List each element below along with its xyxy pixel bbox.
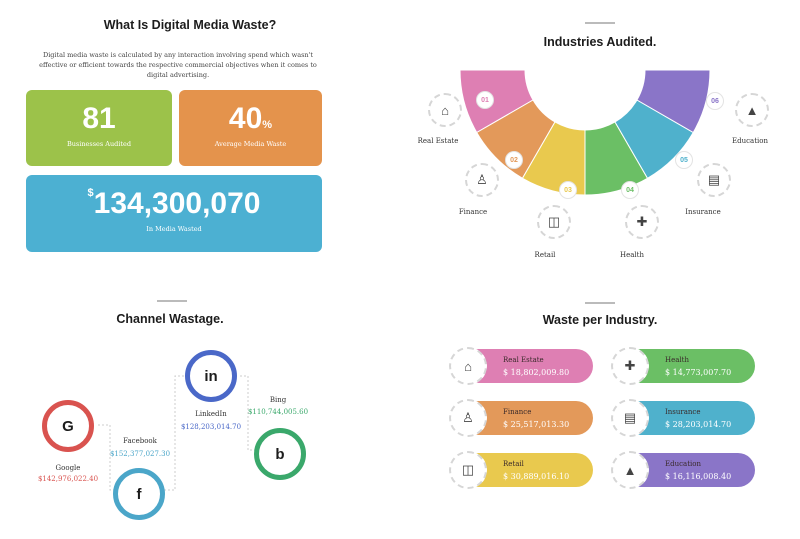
graduation-cap-icon: ▲ bbox=[735, 93, 769, 127]
industry-label-finance: Finance bbox=[458, 208, 488, 216]
industry-number-health: 04 bbox=[621, 181, 639, 199]
house-icon: ⌂ bbox=[428, 93, 462, 127]
businesses-audited-card: 81 Businesses Audited bbox=[26, 90, 172, 166]
industry-label-insurance: Insurance bbox=[685, 208, 721, 216]
industry-number-finance: 02 bbox=[505, 151, 523, 169]
waste-value-education: $ 16,116,008.40 bbox=[665, 472, 732, 481]
waste-name-health: Health bbox=[665, 356, 689, 364]
waste-per-industry-title: Waste per Industry. bbox=[542, 313, 658, 327]
linkedin-value: $128,203,014.70 bbox=[180, 423, 242, 431]
channel-wastage-title: Channel Wastage. bbox=[116, 312, 224, 326]
average-waste-value: 40 bbox=[228, 102, 263, 135]
industry-number-retail: 03 bbox=[559, 181, 577, 199]
average-waste-card: 40% Average Media Waste bbox=[179, 90, 322, 166]
industry-label-health: Health bbox=[620, 251, 644, 259]
google-label: Google bbox=[55, 464, 81, 472]
bing-value: $110,744,005.60 bbox=[247, 408, 309, 416]
waste-value-insurance: $ 28,203,014.70 bbox=[665, 420, 732, 429]
digital-waste-title: What Is Digital Media Waste? bbox=[103, 18, 277, 32]
industry-label-education: Education bbox=[732, 137, 768, 145]
digital-waste-description: Digital media waste is calculated by any… bbox=[39, 51, 317, 79]
facebook-circle: f bbox=[113, 468, 165, 520]
industry-number-insurance: 05 bbox=[675, 151, 693, 169]
insurance-icon: ▤ bbox=[611, 399, 649, 437]
total-waste-card: $134,300,070 In Media Wasted bbox=[26, 175, 322, 252]
linkedin-label: LinkedIn bbox=[195, 410, 227, 418]
facebook-value: $152,377,027.30 bbox=[109, 450, 171, 458]
industries-title: Industries Audited. bbox=[543, 35, 657, 49]
industries-divider bbox=[585, 22, 615, 24]
arc-segment-education bbox=[636, 69, 711, 134]
waste-value-retail: $ 30,889,016.10 bbox=[503, 472, 570, 481]
industry-label-retail: Retail bbox=[534, 251, 556, 259]
channel-divider bbox=[157, 300, 187, 302]
waste-name-education: Education bbox=[665, 460, 701, 468]
waste-name-insurance: Insurance bbox=[665, 408, 701, 416]
health-icon: ✚ bbox=[611, 347, 649, 385]
waste-name-real-estate: Real Estate bbox=[503, 356, 544, 364]
finance-icon: ♙ bbox=[465, 163, 499, 197]
total-waste-label: In Media Wasted bbox=[146, 225, 202, 233]
waste-value-finance: $ 25,517,013.30 bbox=[503, 420, 570, 429]
average-waste-label: Average Media Waste bbox=[214, 140, 287, 148]
bing-label: Bing bbox=[269, 396, 287, 404]
waste-value-real-estate: $ 18,802,009.80 bbox=[503, 368, 570, 377]
shopping-bag-icon: ◫ bbox=[537, 205, 571, 239]
businesses-audited-value: 81 bbox=[82, 102, 116, 135]
industry-number-education: 06 bbox=[706, 92, 724, 110]
total-waste-currency: $ bbox=[87, 187, 94, 199]
industry-number-real-estate: 01 bbox=[476, 91, 494, 109]
linkedin-icon: in bbox=[204, 367, 218, 385]
bing-icon: b bbox=[275, 445, 285, 463]
waste-divider bbox=[585, 302, 615, 304]
facebook-label: Facebook bbox=[123, 437, 157, 445]
facebook-icon: f bbox=[136, 485, 142, 503]
businesses-audited-label: Businesses Audited bbox=[66, 140, 132, 148]
waste-name-finance: Finance bbox=[503, 408, 532, 416]
insurance-icon: ▤ bbox=[697, 163, 731, 197]
linkedin-circle: in bbox=[185, 350, 237, 402]
average-waste-unit: % bbox=[262, 119, 273, 131]
health-icon: ✚ bbox=[625, 205, 659, 239]
house-icon: ⌂ bbox=[449, 347, 487, 385]
google-circle: G bbox=[42, 400, 94, 452]
google-icon: G bbox=[62, 417, 74, 435]
waste-name-retail: Retail bbox=[503, 460, 524, 468]
bing-circle: b bbox=[254, 428, 306, 480]
graduation-cap-icon: ▲ bbox=[611, 451, 649, 489]
total-waste-value: 134,300,070 bbox=[93, 187, 261, 220]
finance-icon: ♙ bbox=[449, 399, 487, 437]
google-value: $142,976,022.40 bbox=[37, 475, 99, 483]
waste-value-health: $ 14,773,007.70 bbox=[665, 368, 732, 377]
industry-label-real-estate: Real Estate bbox=[417, 137, 459, 145]
shopping-bag-icon: ◫ bbox=[449, 451, 487, 489]
